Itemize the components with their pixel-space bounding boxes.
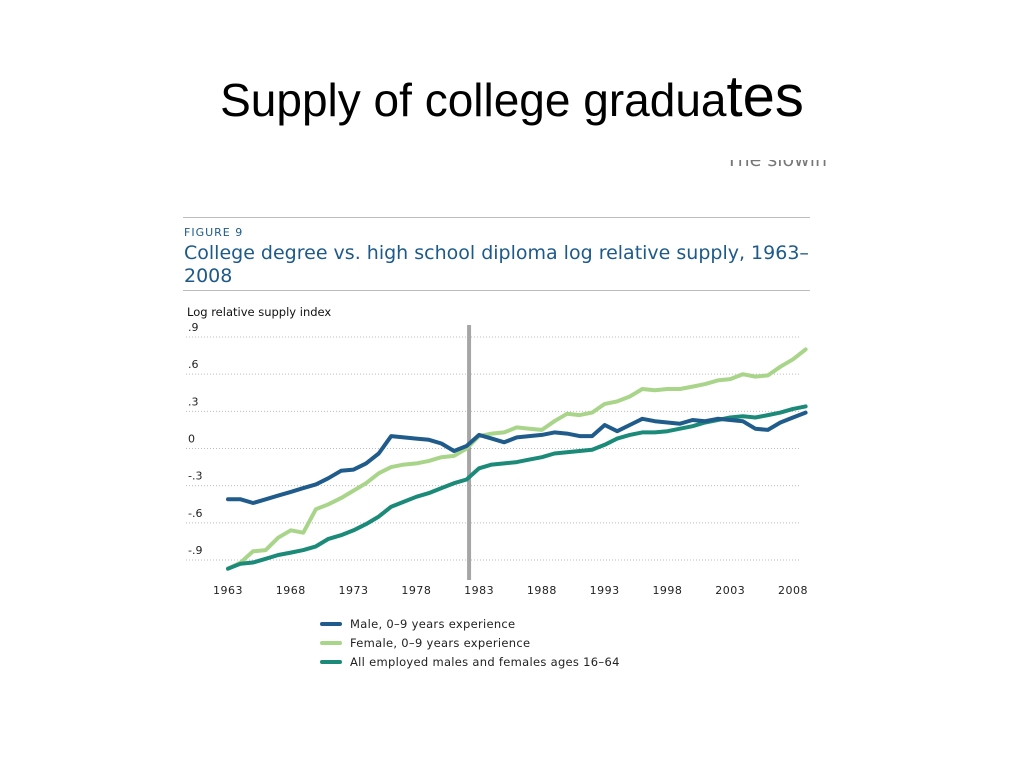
x-tick-label: 1968 [276, 584, 306, 597]
y-tick-label: .6 [188, 358, 199, 371]
figure-title-rule [183, 290, 810, 291]
legend-swatch-all [320, 659, 342, 664]
x-tick-labels: 1963 1968 1973 1978 1983 1988 1993 1998 2003 2008 [213, 584, 808, 597]
x-tick-label: 1973 [339, 584, 369, 597]
cropped-header-text: The slowin [726, 160, 828, 171]
x-tick-label: 1983 [464, 584, 494, 597]
x-tick-label: 1978 [401, 584, 431, 597]
x-tick-label: 2003 [715, 584, 745, 597]
x-tick-label: 1988 [527, 584, 557, 597]
legend-item-female: Female, 0–9 years experience [320, 633, 620, 652]
x-tick-label: 1993 [590, 584, 620, 597]
chart-title: College degree vs. high school diploma l… [184, 242, 809, 287]
gridlines [186, 336, 800, 561]
x-tick-label: 2008 [778, 584, 808, 597]
legend: Male, 0–9 years experience Female, 0–9 y… [320, 614, 620, 671]
legend-item-male: Male, 0–9 years experience [320, 614, 620, 633]
legend-label-male: Male, 0–9 years experience [350, 616, 516, 631]
figure-label: FIGURE 9 [184, 226, 244, 239]
series-line-female [226, 347, 808, 571]
x-tick-label: 1998 [652, 584, 682, 597]
y-tick-labels: .9 .6 .3 0 -.3 -.6 -.9 [188, 321, 202, 557]
legend-item-all: All employed males and females ages 16–6… [320, 652, 620, 671]
x-tick-label: 1963 [213, 584, 243, 597]
legend-swatch-female [320, 640, 342, 645]
legend-label-all: All employed males and females ages 16–6… [350, 654, 620, 669]
slide-title-tail: tes [726, 64, 804, 129]
y-tick-label: 0 [188, 433, 195, 446]
series-lines [226, 347, 808, 571]
y-tick-label: -.3 [188, 470, 202, 483]
y-tick-label: -.6 [188, 507, 202, 520]
figure-top-rule [183, 217, 810, 218]
legend-label-female: Female, 0–9 years experience [350, 635, 531, 650]
slide-title-main: Supply of college gradua [220, 74, 727, 126]
legend-swatch-male [320, 621, 342, 626]
series-line-male [226, 410, 808, 505]
y-tick-label: .9 [188, 321, 199, 334]
slide-title: Supply of college graduates [0, 62, 1024, 132]
y-tick-label: .3 [188, 395, 199, 408]
y-tick-label: -.9 [188, 544, 202, 557]
y-axis-title: Log relative supply index [187, 305, 332, 319]
series-line-all [226, 404, 808, 571]
